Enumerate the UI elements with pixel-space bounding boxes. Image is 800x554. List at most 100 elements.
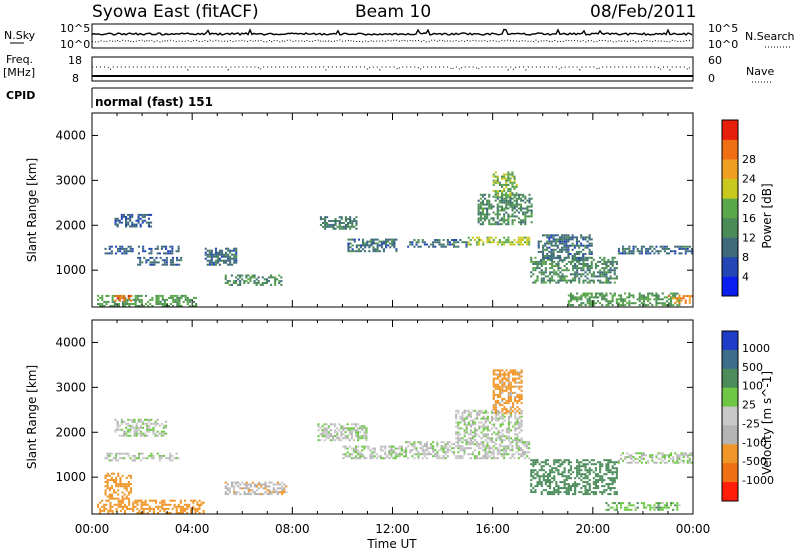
velocity-cell: [501, 429, 504, 432]
velocity-cell: [499, 387, 502, 390]
power-cell: [567, 294, 570, 297]
velocity-cell: [484, 435, 487, 438]
power-cell: [524, 215, 527, 218]
power-cell: [628, 302, 631, 305]
velocity-cell: [501, 433, 504, 436]
velocity-cell: [617, 502, 620, 505]
velocity-cell: [141, 434, 144, 437]
velocity-cell: [516, 406, 519, 409]
velocity-cell: [592, 493, 595, 496]
velocity-cell: [491, 427, 494, 430]
velocity-cell: [549, 483, 552, 486]
velocity-cell: [588, 479, 591, 482]
velocity-cell: [503, 455, 506, 458]
power-cell: [588, 253, 591, 255]
velocity-cell: [613, 477, 616, 480]
velocity-cell: [167, 503, 170, 506]
power-cell: [507, 196, 510, 199]
power-cell: [597, 265, 600, 267]
power-cell: [524, 236, 527, 239]
velocity-cell: [544, 471, 547, 474]
velocity-cell: [344, 437, 347, 440]
power-cell: [515, 201, 518, 204]
power-cell: [505, 197, 508, 200]
power-cell: [147, 305, 150, 307]
power-cell: [151, 298, 154, 301]
power-cell: [172, 294, 175, 297]
power-cell: [270, 274, 273, 277]
power-cell: [657, 298, 660, 301]
velocity-cell: [150, 428, 153, 431]
velocity-cell: [388, 457, 391, 460]
power-cell: [129, 225, 132, 228]
power-cell: [366, 244, 369, 247]
power-cell: [178, 298, 181, 301]
power-cell: [522, 219, 525, 222]
velocity-cell: [200, 501, 203, 504]
power-cell: [230, 274, 233, 277]
velocity-cell: [676, 456, 679, 459]
velocity-cell: [549, 493, 552, 496]
velocity-cell: [169, 454, 172, 457]
velocity-cell: [121, 483, 124, 486]
velocity-cell: [133, 459, 136, 462]
power-ylabel: Slant Range [km]: [25, 158, 39, 262]
power-cell: [553, 269, 556, 272]
velocity-cell: [544, 461, 547, 464]
velocity-cell: [469, 443, 472, 446]
velocity-cell: [565, 475, 568, 478]
power-cell: [501, 183, 504, 186]
velocity-cell: [116, 426, 119, 429]
velocity-cell: [519, 455, 522, 458]
velocity-cell: [116, 422, 119, 425]
velocity-cell: [463, 421, 466, 424]
velocity-cell: [668, 506, 671, 509]
power-cell: [125, 225, 128, 228]
power-cell: [580, 263, 583, 265]
power-cell: [517, 243, 520, 246]
power-cell: [565, 281, 568, 284]
velocity-cell: [507, 379, 510, 382]
power-cell: [165, 256, 168, 259]
velocity-cell: [576, 483, 579, 486]
power-cell: [193, 300, 196, 303]
power-cell: [586, 300, 589, 303]
velocity-cell: [620, 502, 623, 505]
velocity-cell: [129, 426, 132, 429]
power-cell: [537, 242, 540, 245]
velocity-cell: [532, 475, 535, 478]
velocity-cell: [198, 512, 201, 514]
velocity-cell: [158, 459, 161, 462]
power-cell: [344, 216, 347, 219]
power-cell: [609, 267, 612, 270]
power-cell: [655, 298, 658, 301]
power-cell: [214, 251, 217, 254]
power-cell: [603, 256, 606, 259]
velocity-cell: [492, 373, 495, 376]
velocity-cell: [110, 459, 113, 462]
power-cell: [507, 179, 510, 182]
power-cell: [655, 245, 658, 248]
power-cell: [605, 265, 608, 267]
velocity-cell: [384, 453, 387, 456]
power-cell: [528, 205, 531, 208]
velocity-cell: [245, 493, 248, 496]
power-cell: [563, 275, 566, 278]
power-cell: [526, 239, 529, 241]
velocity-cell: [505, 445, 508, 448]
velocity-cell: [611, 483, 614, 486]
power-cell: [592, 258, 595, 261]
power-cell: [364, 244, 367, 247]
power-cell: [180, 256, 183, 259]
power-cell: [134, 298, 137, 301]
velocity-cell: [129, 430, 132, 433]
velocity-cell: [613, 493, 616, 496]
power-cell: [498, 199, 501, 202]
velocity-cell: [169, 459, 172, 462]
power-cell: [628, 245, 631, 248]
velocity-cell: [110, 452, 113, 455]
power-cell: [104, 252, 107, 255]
power-cell: [530, 271, 533, 274]
velocity-cell: [678, 457, 681, 460]
power-cell: [496, 215, 499, 218]
